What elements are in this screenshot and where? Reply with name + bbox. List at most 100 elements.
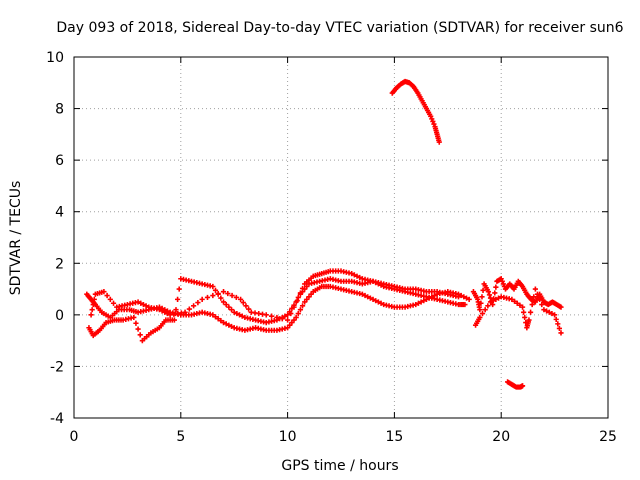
series-track-b [86,268,468,344]
y-axis-label: SDTVAR / TECUs [8,181,24,296]
data-point [225,290,231,297]
data-point [143,303,149,309]
data-point [378,300,384,306]
data-point [101,289,107,295]
data-point [238,296,244,302]
data-point [367,295,373,301]
data-point [162,309,168,315]
data-point [140,301,147,308]
data-point [107,296,113,302]
data-point [229,292,235,299]
data-point [131,314,137,321]
chart-title: Day 093 of 2018, Sidereal Day-to-day VTE… [56,20,623,36]
data-point [288,310,294,317]
data-point [552,312,558,318]
data-point [138,300,144,306]
data-point [191,303,197,309]
data-point [413,301,419,308]
data-point [359,291,365,297]
data-point [215,316,221,322]
data-point [529,301,535,308]
data-point [133,320,139,326]
data-point [186,306,192,312]
data-point [511,298,518,304]
data-point [91,296,97,302]
data-point [89,307,95,313]
data-point [90,301,96,308]
data-point [477,314,483,321]
data-point [231,309,237,315]
x-tick-label: 15 [385,429,403,445]
data-point [349,271,355,277]
data-point [274,314,280,321]
data-point [295,294,301,301]
data-point [558,330,564,336]
plot-frame [73,56,609,419]
data-point [156,307,163,313]
data-point [479,294,485,300]
data-point [135,326,141,332]
data-point [240,300,246,306]
data-point [373,298,379,304]
data-point [527,309,534,315]
data-point [421,298,427,304]
data-point [519,304,526,310]
data-point [436,139,442,145]
x-axis-label: GPS time / hours [281,458,398,474]
data-point [220,299,227,305]
y-tick-label: 2 [55,256,64,272]
series-track-f [505,379,526,390]
y-tick-label: 0 [55,308,64,324]
data-point [462,301,468,308]
data-point [418,299,424,305]
data-point [174,296,181,302]
data-point [210,283,216,290]
data-point [541,307,547,313]
data-point [492,290,498,296]
data-point [490,298,496,304]
data-point [526,317,532,323]
data-point [226,322,232,328]
data-point [534,291,541,297]
data-point [220,289,227,295]
data-point [173,307,179,313]
data-points-layer [84,78,564,390]
data-point [204,294,211,301]
data-point [365,294,371,300]
x-tick-label: 20 [492,429,510,445]
y-tick-label: 4 [55,205,64,221]
data-point [228,323,235,330]
data-point [159,308,165,314]
data-point [495,295,502,301]
data-point [104,292,110,299]
data-point [479,310,486,317]
data-point [268,313,275,319]
data-point [466,296,472,302]
data-point [478,300,484,306]
data-point [509,296,515,302]
x-tick-label: 25 [599,429,617,445]
data-point [521,309,527,315]
data-point [493,284,499,290]
data-point [482,307,488,313]
data-point [531,294,537,300]
data-point [291,304,297,310]
data-point [135,299,141,305]
data-point [539,301,545,308]
data-point [212,314,219,320]
data-point [234,310,240,317]
series-track-d [470,276,564,336]
data-point [239,313,245,319]
data-point [549,310,555,317]
y-tick-label: 6 [55,153,64,169]
data-point [553,316,559,322]
data-point [294,298,300,304]
data-point [299,303,306,309]
x-tick-label: 10 [279,429,297,445]
data-point [493,296,499,302]
data-point [519,383,526,389]
data-point [228,307,235,313]
data-point [164,310,171,317]
data-point [285,312,291,318]
data-point [370,296,376,302]
